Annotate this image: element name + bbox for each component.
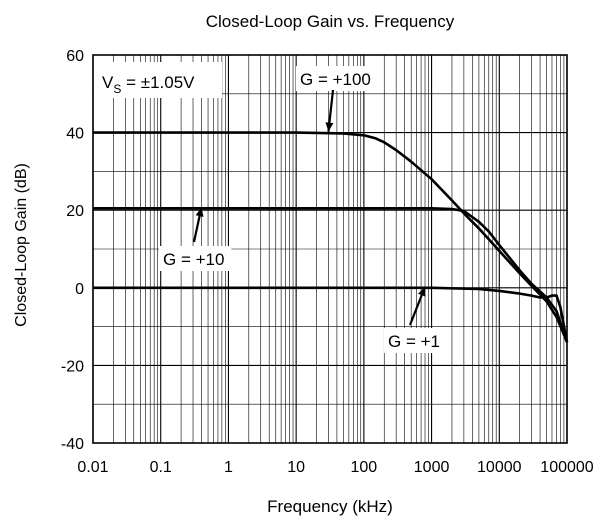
x-tick-label: 100 [351,459,378,476]
x-tick-label: 10 [287,459,305,476]
condition-label-box [94,62,222,98]
y-tick-label: 40 [66,126,84,143]
series-line-1 [93,131,569,343]
x-tick-label: 1000 [414,459,450,476]
curve-annotations: G = +100 G = +10 G = +1 [159,66,448,353]
x-tick-label: 10000 [477,459,522,476]
annotation-label: G = +100 [300,70,371,89]
annotation-box [296,66,378,91]
annotation-label: G = +10 [163,250,224,269]
y-tick-labels: -40 -20 0 20 40 60 [61,48,84,453]
series-line-3 [93,286,569,343]
annotation-arrowhead [195,207,204,217]
annotation-box [159,246,232,271]
condition-subscript: S [113,82,121,96]
x-axis-label: Frequency (kHz) [267,497,393,516]
y-tick-label: 20 [66,203,84,220]
x-tick-label: 100000 [540,459,593,476]
y-tick-label: 60 [66,48,84,65]
x-tick-labels: 0.01 0.1 1 10 100 1000 10000 100000 [77,459,593,476]
chart-title: Closed-Loop Gain vs. Frequency [206,12,455,31]
condition-label: VS = ±1.05V [102,73,195,96]
plot-frame [92,54,568,444]
y-tick-label: -40 [61,436,84,453]
y-axis-label: Closed-Loop Gain (dB) [13,163,30,327]
series-lines [93,131,569,343]
y-tick-label: 0 [75,281,84,298]
annotation-arrowhead [417,286,426,297]
condition-prefix: V [102,73,114,92]
annotation-arrowhead [325,122,334,132]
annotation-label: G = +1 [388,332,440,351]
x-tick-label: 0.1 [150,459,172,476]
x-tick-label: 0.01 [77,459,108,476]
annotation-box [384,328,448,353]
y-tick-label: -20 [61,358,84,375]
condition-suffix: = ±1.05V [121,73,195,92]
x-tick-label: 1 [224,459,233,476]
